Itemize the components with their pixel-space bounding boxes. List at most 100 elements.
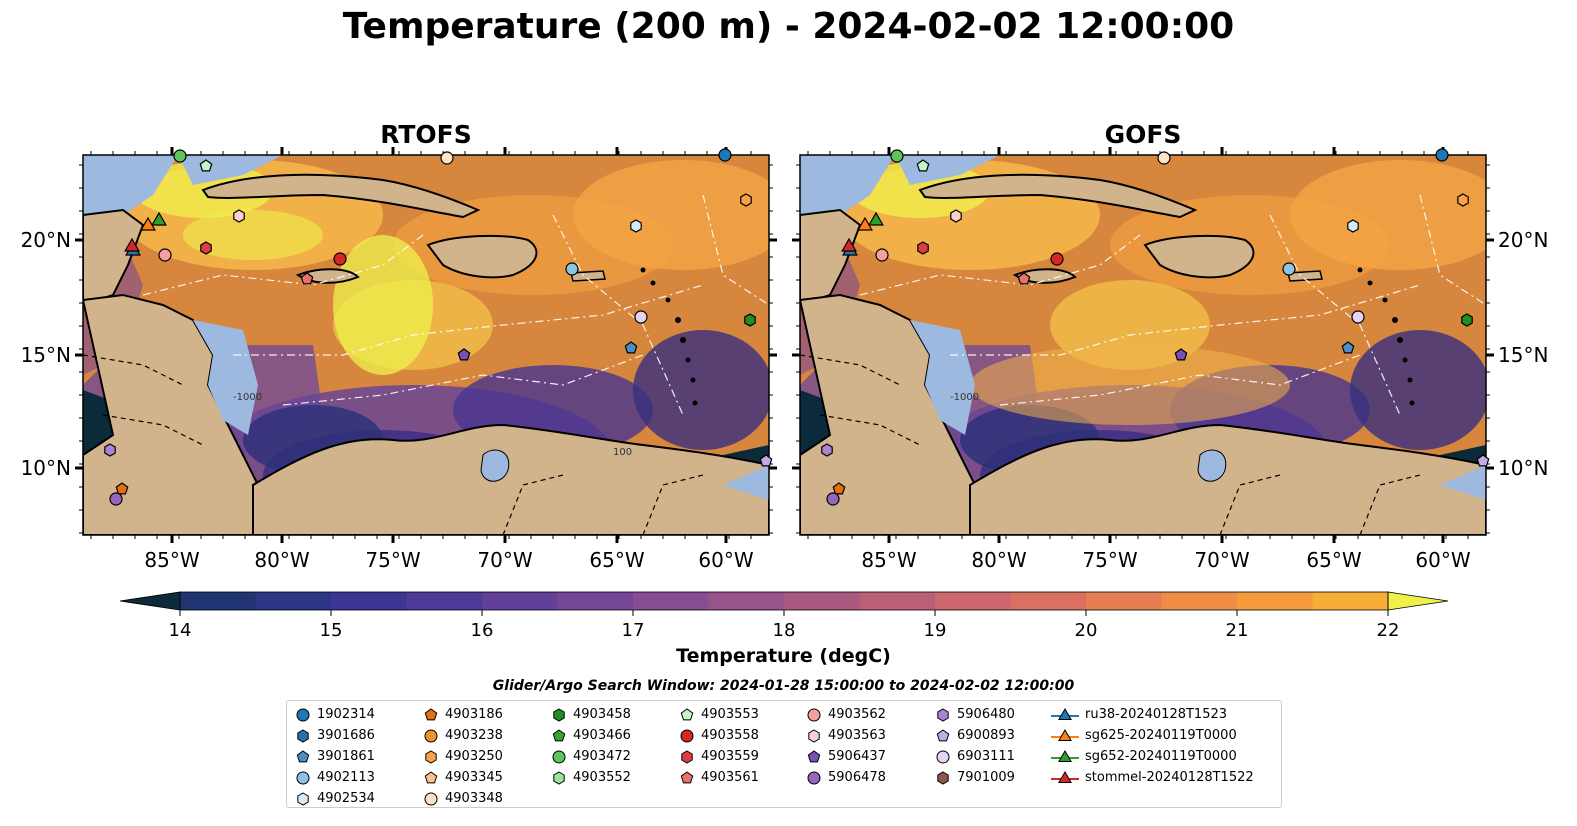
lon-tick-label: 60°W: [698, 548, 753, 572]
map-marker-4903562: [875, 248, 889, 262]
map-marker-5906480: [104, 443, 116, 457]
legend-label: stommel-20240128T1522: [1085, 770, 1254, 785]
legend-item: 4903466: [551, 726, 631, 746]
map-marker-5906478: [826, 492, 840, 506]
legend-marker-icon: [553, 770, 565, 785]
colorbar-tick-label: 16: [471, 620, 494, 641]
legend-item: 4903559: [679, 747, 759, 767]
legend-marker-icon: [937, 770, 949, 785]
colorbar-tick-label: 17: [622, 620, 645, 641]
colorbar-bin: [1010, 592, 1087, 610]
map-marker-4903558: [1050, 252, 1064, 266]
legend-marker-icon: [1051, 728, 1079, 741]
map-marker-3901861: [1341, 341, 1355, 354]
legend-label: 5906478: [828, 770, 886, 785]
map-marker-4902534: [1347, 219, 1359, 233]
legend-marker-icon: [297, 728, 309, 743]
lon-tick-label: 70°W: [1194, 548, 1249, 572]
map-marker-5906437: [1174, 348, 1188, 361]
map-marker-4903559: [200, 241, 212, 255]
legend-marker-icon: [807, 708, 821, 721]
lat-tick-label: 20°N: [1498, 228, 1548, 252]
map-marker-4903250: [1457, 193, 1469, 207]
lon-tick-label: 80°W: [971, 548, 1026, 572]
colorbar-bin: [1237, 592, 1313, 610]
map-marker-sg625-20240119T0000: [140, 216, 156, 231]
legend-item: 4903238: [423, 726, 503, 746]
legend-marker-icon: [680, 729, 694, 742]
colorbar-bin: [935, 592, 1011, 610]
legend-item: 4903348: [423, 789, 503, 809]
legend-marker-icon: [1051, 749, 1079, 762]
legend-label: 4903186: [445, 707, 503, 722]
map-marker-4903250: [740, 193, 752, 207]
legend-label: 6903111: [957, 749, 1015, 764]
legend-marker-icon: [1051, 707, 1079, 720]
lon-tick-label: 75°W: [365, 548, 420, 572]
legend-item: 4903186: [423, 705, 503, 725]
colorbar-extend-high: [1387, 591, 1449, 611]
legend-item: 4903552: [551, 768, 631, 788]
lon-tick-label: 85°W: [861, 548, 916, 572]
map-marker-4903472: [173, 149, 187, 163]
legend-item: 1902314: [295, 705, 375, 725]
map-marker-6903111: [634, 310, 648, 324]
legend-label: 4903348: [445, 791, 503, 806]
legend-marker-icon: [296, 708, 310, 721]
colorbar-bin: [1086, 592, 1162, 610]
legend-marker-icon: [297, 791, 309, 806]
colorbar-bin: [255, 592, 332, 610]
legend-item: 7901009: [935, 768, 1015, 788]
map-marker-4903348: [1157, 151, 1171, 165]
legend-item: 6900893: [935, 726, 1015, 746]
legend-marker-icon: [680, 770, 694, 783]
lon-tick-label: 75°W: [1082, 548, 1137, 572]
map-marker-6900893: [759, 454, 773, 467]
map-marker-4903559: [917, 241, 929, 255]
map-marker-4903186: [115, 482, 129, 495]
legend-item: 3901861: [295, 747, 375, 767]
colorbar-bin: [784, 592, 860, 610]
colorbar-bin: [1161, 592, 1238, 610]
map-marker-4902113: [1282, 262, 1296, 276]
figure-title: Temperature (200 m) - 2024-02-02 12:00:0…: [342, 6, 1235, 47]
legend-label: 1902314: [317, 707, 375, 722]
legend-item: sg625-20240119T0000: [1051, 726, 1237, 746]
legend-item: sg652-20240119T0000: [1051, 747, 1237, 767]
legend-label: 5906480: [957, 707, 1015, 722]
colorbar-bin: [482, 592, 558, 610]
legend-item: 5906480: [935, 705, 1015, 725]
legend-label: 4902534: [317, 791, 375, 806]
colorbar-bin: [406, 592, 483, 610]
legend-label: 3901861: [317, 749, 375, 764]
lat-tick-label: 10°N: [21, 456, 71, 480]
map-marker-3901861: [624, 341, 638, 354]
lat-tick-label: 15°N: [21, 343, 71, 367]
legend-label: 5906437: [828, 749, 886, 764]
legend-item: 4903561: [679, 768, 759, 788]
legend-item: 3901686: [295, 726, 375, 746]
legend-label: 3901686: [317, 728, 375, 743]
map-marker-4902534: [630, 219, 642, 233]
legend-item: 4903558: [679, 726, 759, 746]
colorbar-extend-low: [119, 591, 181, 611]
legend-label: 4903559: [701, 749, 759, 764]
search-window-text: Glider/Argo Search Window: 2024-01-28 15…: [492, 678, 1075, 694]
legend-item: ru38-20240128T1523: [1051, 705, 1227, 725]
lon-tick-label: 85°W: [144, 548, 199, 572]
colorbar-tick-label: 15: [320, 620, 343, 641]
legend-label: 4903345: [445, 770, 503, 785]
colorbar-tick-label: 19: [924, 620, 947, 641]
contour-label: -1000: [233, 392, 262, 403]
legend-label: 4902113: [317, 770, 375, 785]
legend-item: stommel-20240128T1522: [1051, 768, 1254, 788]
colorbar-tick-label: 18: [773, 620, 796, 641]
lon-tick-label: 70°W: [477, 548, 532, 572]
legend-marker-icon: [936, 750, 950, 763]
map-marker-stommel-20240128T1522: [841, 237, 857, 252]
map-marker-sg625-20240119T0000: [857, 216, 873, 231]
map-marker-1902314: [718, 148, 732, 162]
legend-label: 4903552: [573, 770, 631, 785]
legend-marker-icon: [424, 707, 438, 720]
map-marker-4903562: [158, 248, 172, 262]
